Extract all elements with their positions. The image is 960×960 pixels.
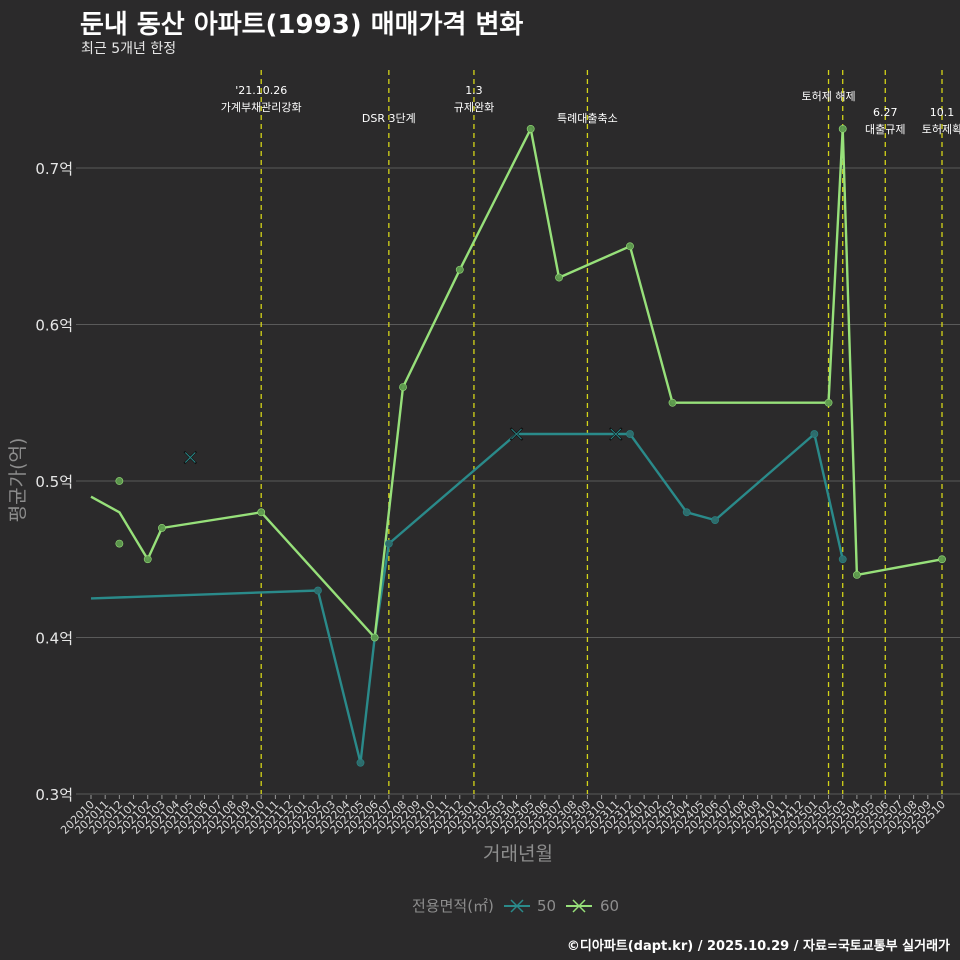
chart-title: 둔내 동산 아파트(1993) 매매가격 변화 bbox=[80, 10, 524, 40]
series-lines bbox=[90, 127, 943, 764]
event-label: 6.27 bbox=[873, 106, 898, 119]
grid-lines bbox=[76, 167, 960, 795]
cancelled-marker-50 bbox=[184, 452, 196, 463]
x-axis-ticks: 2020102020112020122021012021022021032021… bbox=[58, 795, 948, 837]
data-point-50 bbox=[314, 586, 322, 595]
series-line-50 bbox=[90, 432, 844, 764]
event-label: 토허제 해제 bbox=[801, 89, 855, 103]
cancelled-marker-50 bbox=[511, 428, 522, 440]
legend-key-icon-60 bbox=[572, 899, 586, 913]
y-tick-label: 0.5억 bbox=[35, 473, 73, 491]
data-point-60 bbox=[115, 477, 124, 485]
y-axis-ticks: 0.3억 0.4억 0.5억 0.6억 0.7억 bbox=[35, 160, 73, 804]
y-tick-label: 0.4억 bbox=[35, 630, 73, 648]
data-point-50 bbox=[626, 430, 634, 438]
y-axis-title: 평균가(억) bbox=[7, 438, 29, 523]
event-label: 대출규제 bbox=[865, 123, 905, 136]
data-point-60 bbox=[838, 124, 847, 133]
data-point-50 bbox=[711, 516, 719, 525]
data-point-50 bbox=[682, 508, 691, 517]
data-point-50 bbox=[356, 758, 365, 767]
y-tick-label: 0.6억 bbox=[35, 317, 73, 335]
legend-label-60: 60 bbox=[600, 897, 619, 915]
data-point-60 bbox=[455, 265, 464, 274]
event-label: 토허제확 bbox=[922, 123, 960, 136]
event-label: 10.1 bbox=[930, 106, 955, 119]
legend: 전용면적(㎡) 50 60 bbox=[412, 897, 619, 915]
event-label: DSR 3단계 bbox=[362, 112, 416, 125]
event-label: 가계부채관리강화 bbox=[221, 101, 302, 114]
data-point-50 bbox=[384, 539, 393, 548]
chart-subtitle: 최근 5개년 한정 bbox=[81, 41, 177, 57]
source-caption: ©디아파트(dapt.kr) / 2025.10.29 / 자료=국토교통부 실… bbox=[566, 939, 950, 954]
data-point-60 bbox=[115, 539, 124, 548]
legend-label-50: 50 bbox=[537, 897, 556, 915]
data-point-60 bbox=[668, 398, 677, 407]
legend-key-icon-50 bbox=[510, 899, 524, 913]
data-point-50 bbox=[838, 555, 847, 564]
data-point-60 bbox=[399, 383, 407, 391]
data-point-50 bbox=[810, 430, 819, 438]
y-tick-label: 0.7억 bbox=[35, 160, 73, 178]
data-point-60 bbox=[555, 273, 563, 282]
data-point-60 bbox=[257, 508, 266, 517]
event-label: 1.3 bbox=[465, 84, 483, 97]
cancelled-marker-50 bbox=[610, 428, 622, 440]
data-point-60 bbox=[143, 555, 152, 564]
series-line-60 bbox=[90, 127, 943, 639]
data-points bbox=[115, 124, 946, 767]
data-point-60 bbox=[370, 633, 379, 642]
y-tick-label: 0.3억 bbox=[35, 786, 73, 804]
event-label: '21.10.26 bbox=[235, 84, 287, 97]
event-label: 특례대출축소 bbox=[557, 112, 618, 125]
data-point-60 bbox=[824, 398, 833, 407]
data-point-60 bbox=[158, 524, 166, 532]
data-point-60 bbox=[938, 555, 946, 564]
x-axis-title: 거래년월 bbox=[483, 843, 553, 865]
data-point-60 bbox=[526, 124, 535, 133]
data-point-60 bbox=[853, 571, 861, 579]
data-point-60 bbox=[626, 242, 634, 251]
event-label: 규제완화 bbox=[454, 101, 494, 114]
legend-title: 전용면적(㎡) bbox=[412, 897, 494, 915]
